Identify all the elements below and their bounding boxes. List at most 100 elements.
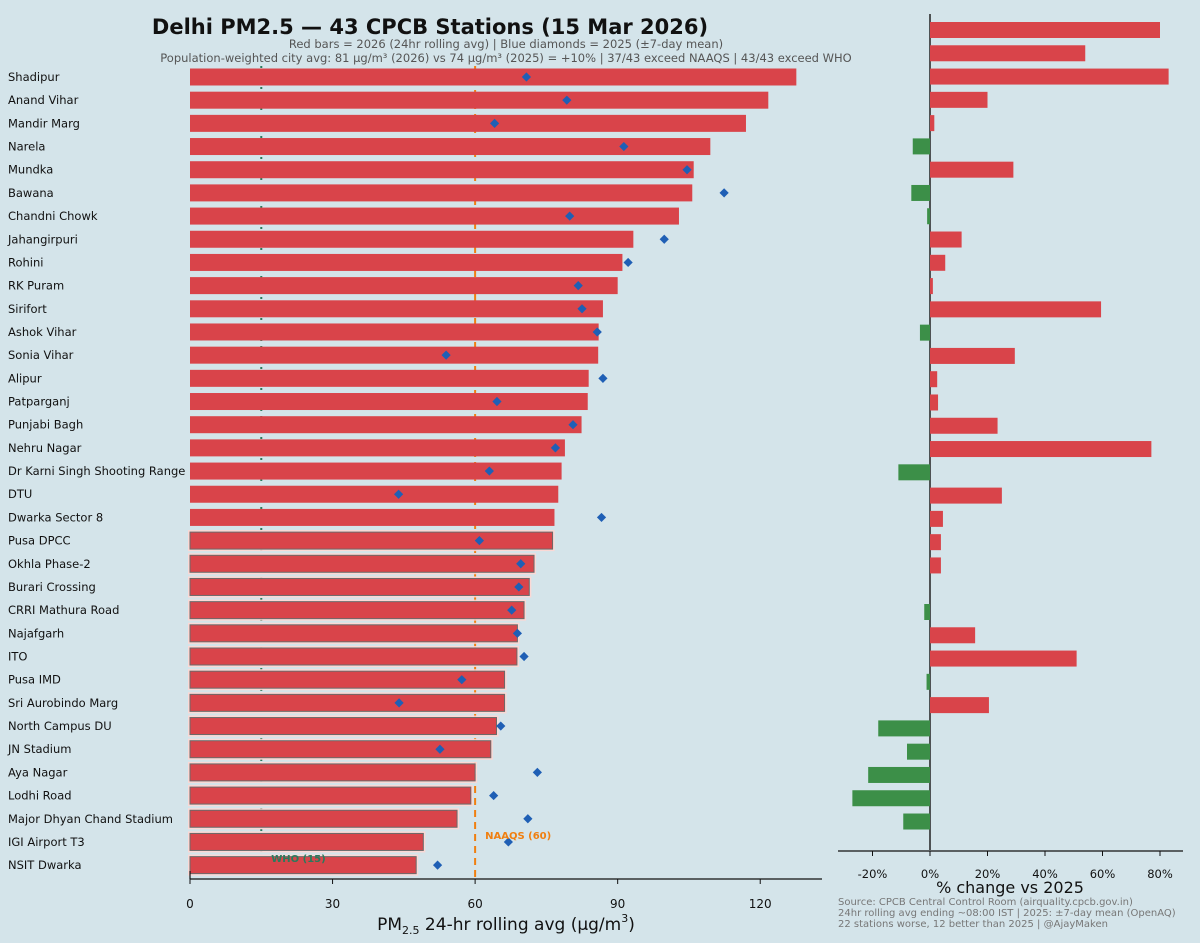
change-bar-increase — [930, 115, 935, 132]
station-label: CRRI Mathura Road — [8, 603, 119, 617]
station-label: Mundka — [8, 163, 53, 177]
diamond-2025 — [507, 605, 517, 615]
change-bar-increase — [930, 510, 943, 527]
diamond-2025 — [484, 466, 494, 476]
change-bar-decrease — [911, 184, 930, 201]
chart-subtitle: Red bars = 2026 (24hr rolling avg) | Blu… — [289, 37, 723, 51]
bar-2026 — [190, 393, 588, 411]
change-bar-decrease — [898, 464, 930, 481]
station-label: Rohini — [8, 255, 43, 269]
station-label: Pusa DPCC — [8, 534, 71, 548]
change-bar-increase — [930, 371, 938, 388]
station-label: Jahangirpuri — [7, 232, 78, 246]
station-label: Alipur — [8, 371, 42, 385]
station-label: Mandir Marg — [8, 116, 80, 130]
change-bar-decrease — [926, 673, 930, 690]
bar-2026 — [190, 253, 623, 271]
diamond-2025 — [550, 443, 561, 453]
diamond-2025 — [432, 860, 443, 870]
station-label: Patparganj — [8, 395, 70, 409]
bar-2026 — [189, 809, 458, 828]
chart-title: Delhi PM2.5 — 43 CPCB Stations (15 Mar 2… — [152, 15, 708, 39]
bar-2026 — [189, 740, 492, 759]
change-bar-increase — [930, 161, 1014, 178]
diamond-2025 — [474, 536, 484, 546]
left-tick-label: 0 — [186, 897, 194, 911]
bar-2026 — [189, 601, 525, 620]
bar-2026 — [189, 670, 506, 689]
diamond-2025 — [394, 489, 404, 499]
bar-2026 — [189, 647, 518, 666]
right-x-axis: -20% 0% 20% 40% 60% 80% — [838, 850, 1183, 881]
diamond-2025 — [521, 72, 532, 82]
diamond-2025 — [514, 582, 524, 592]
diamond-2025 — [489, 118, 500, 128]
station-label: Sri Aurobindo Marg — [8, 696, 118, 710]
diamond-2025 — [598, 373, 608, 383]
station-label: Dwarka Sector 8 — [8, 510, 103, 524]
station-label: Okhla Phase-2 — [8, 557, 91, 571]
bar-2026 — [190, 184, 693, 202]
diamond-2025 — [394, 698, 404, 708]
diamond-2025 — [496, 721, 506, 731]
station-label: Anand Vihar — [8, 93, 79, 107]
change-bar-decrease — [924, 604, 930, 620]
right-tick-label: 20% — [975, 867, 1001, 881]
right-tick-label: 40% — [1032, 867, 1058, 881]
bar-2026 — [189, 763, 476, 782]
bar-2026 — [189, 577, 530, 596]
change-bar-increase — [930, 650, 1077, 667]
change-bar-increase — [930, 697, 989, 714]
bar-2026 — [190, 300, 603, 318]
change-bar-increase — [930, 394, 939, 411]
bar-2026 — [190, 161, 694, 179]
left-tick-label: 120 — [749, 897, 772, 911]
change-bar-increase — [930, 68, 1169, 85]
station-label: Dr Karni Singh Shooting Range — [8, 464, 185, 478]
change-bar-increase — [930, 441, 1152, 458]
change-bar-increase — [930, 557, 941, 574]
right-tick-label: -20% — [858, 867, 888, 881]
right-x-axis-label: % change vs 2025 — [936, 878, 1084, 897]
station-label: Shadipur — [8, 70, 60, 84]
right-tick-label: 60% — [1090, 867, 1116, 881]
station-label: DTU — [8, 487, 32, 501]
change-bar-decrease — [927, 208, 930, 225]
left-x-axis-label: PM2.5 24-hr rolling avg (μg/m3) — [377, 912, 635, 937]
change-bar-increase — [930, 301, 1102, 318]
footnote-method: 24hr rolling avg ending ~08:00 IST | 202… — [838, 908, 1176, 919]
bar-2026 — [189, 554, 535, 573]
bar-2026 — [189, 856, 417, 875]
bar-2026 — [190, 91, 769, 109]
bar-2026 — [190, 138, 711, 156]
left-tick-label: 90 — [610, 897, 625, 911]
station-label: North Campus DU — [8, 719, 112, 733]
station-label: Najafgarh — [8, 626, 64, 640]
change-bar-increase — [930, 231, 962, 248]
diamond-2025 — [719, 188, 729, 198]
bar-2026 — [190, 207, 679, 225]
bar-2026 — [189, 786, 472, 805]
station-label: Ashok Vihar — [8, 325, 77, 339]
diamond-2025 — [512, 628, 523, 638]
diamond-2025 — [516, 559, 526, 569]
station-label: RK Puram — [8, 279, 64, 293]
diamond-2025 — [435, 744, 445, 754]
change-bar-decrease — [878, 720, 930, 737]
station-label: Sirifort — [8, 302, 47, 316]
diamond-2025 — [492, 396, 502, 407]
station-label: NSIT Dwarka — [8, 858, 82, 872]
change-bar-increase — [930, 45, 1086, 62]
bar-2026 — [190, 439, 565, 457]
diamond-2025 — [623, 257, 633, 268]
diamond-2025 — [489, 790, 499, 801]
diamond-2025 — [659, 234, 669, 244]
change-bar-increase — [930, 254, 946, 271]
bar-2026 — [190, 346, 599, 364]
bar-2026 — [190, 323, 599, 341]
diamond-2025 — [682, 165, 692, 175]
diamond-2025 — [577, 304, 587, 314]
left-tick-label: 60 — [467, 897, 482, 911]
change-bar-increase — [930, 22, 1160, 38]
